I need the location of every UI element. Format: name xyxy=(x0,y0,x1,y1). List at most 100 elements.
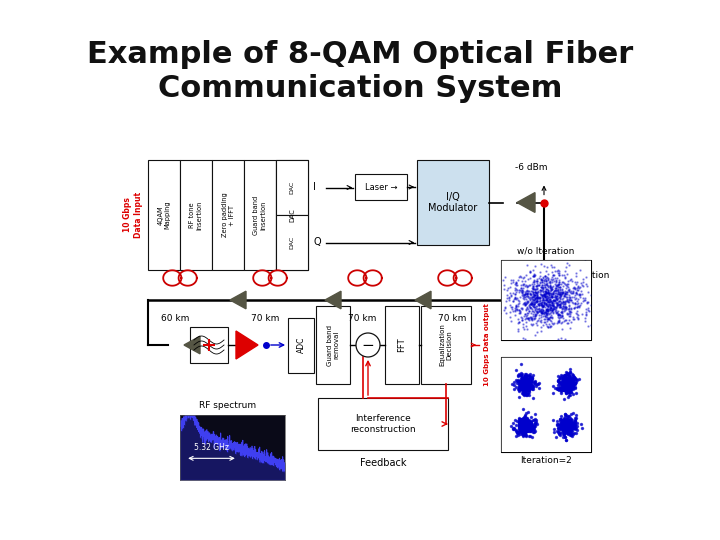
Point xyxy=(520,383,531,391)
Point xyxy=(518,385,530,394)
Point xyxy=(536,281,548,289)
Point xyxy=(547,275,559,284)
Point xyxy=(554,292,566,300)
Point xyxy=(559,423,571,432)
Point xyxy=(577,424,588,433)
Point xyxy=(540,307,552,316)
Point xyxy=(521,422,532,430)
Point xyxy=(546,301,558,309)
Point xyxy=(573,291,585,299)
Point xyxy=(564,411,575,420)
Point xyxy=(513,308,525,317)
Point xyxy=(513,382,525,391)
Point xyxy=(562,374,573,383)
Point xyxy=(546,312,558,321)
Point xyxy=(523,387,535,396)
Point xyxy=(517,422,528,430)
Point xyxy=(553,289,564,298)
Point xyxy=(518,389,530,398)
Point xyxy=(538,308,549,316)
Point xyxy=(526,384,538,393)
Point xyxy=(525,297,536,306)
Point xyxy=(514,377,526,386)
Point xyxy=(575,287,587,296)
Point xyxy=(536,295,547,304)
Point xyxy=(564,382,575,391)
Point xyxy=(522,421,534,429)
Point xyxy=(556,416,567,425)
Point xyxy=(536,291,547,299)
Point xyxy=(544,291,555,299)
Point xyxy=(561,385,572,394)
Point xyxy=(518,279,530,288)
Point xyxy=(523,314,535,323)
Point xyxy=(559,424,571,433)
Point xyxy=(518,428,529,437)
Point xyxy=(566,378,577,387)
Point xyxy=(557,374,569,382)
Point xyxy=(564,423,575,431)
Point xyxy=(544,316,556,325)
Point xyxy=(570,284,581,293)
Point xyxy=(521,308,533,317)
Point xyxy=(541,295,553,304)
Point xyxy=(505,422,517,430)
Point xyxy=(554,314,565,322)
Point xyxy=(523,374,535,382)
Point xyxy=(559,381,571,390)
Point xyxy=(536,305,547,313)
Point xyxy=(539,315,551,323)
Point xyxy=(567,379,578,388)
Point xyxy=(559,379,570,387)
Point xyxy=(500,297,511,306)
Point xyxy=(531,293,543,302)
Point xyxy=(555,303,567,312)
Point xyxy=(538,279,549,288)
Point xyxy=(559,289,571,298)
Point xyxy=(559,415,570,424)
Point xyxy=(513,370,524,379)
Point xyxy=(540,299,552,307)
Point xyxy=(513,422,524,430)
Point xyxy=(576,281,588,289)
Point xyxy=(567,288,579,297)
Point xyxy=(516,376,527,385)
Point xyxy=(572,421,583,430)
Point xyxy=(534,379,545,387)
Point xyxy=(564,307,575,315)
Point xyxy=(570,299,581,308)
Point xyxy=(566,275,577,284)
Point xyxy=(554,289,566,298)
Polygon shape xyxy=(230,291,246,309)
Point xyxy=(514,286,526,294)
Point xyxy=(530,418,541,427)
Point xyxy=(560,284,572,292)
Point xyxy=(520,372,531,381)
Point xyxy=(532,300,544,308)
Point xyxy=(543,298,554,306)
Point xyxy=(550,303,562,312)
Point xyxy=(562,286,574,294)
Point xyxy=(528,284,539,293)
Point xyxy=(516,416,528,425)
Point xyxy=(557,433,569,441)
Point xyxy=(568,422,580,431)
Point xyxy=(562,383,574,392)
Point xyxy=(559,433,571,442)
Point xyxy=(559,384,570,393)
Point xyxy=(559,377,571,386)
Point xyxy=(531,308,542,317)
Point xyxy=(528,424,540,433)
Point xyxy=(528,313,539,322)
Point xyxy=(521,381,533,389)
Point xyxy=(571,286,582,294)
Point xyxy=(531,294,543,302)
Point xyxy=(564,309,575,318)
Point xyxy=(562,387,574,396)
Point xyxy=(531,275,542,284)
Point xyxy=(508,306,519,315)
Point xyxy=(563,372,575,381)
Point xyxy=(546,268,557,276)
Point xyxy=(520,289,531,298)
Point xyxy=(514,293,526,302)
